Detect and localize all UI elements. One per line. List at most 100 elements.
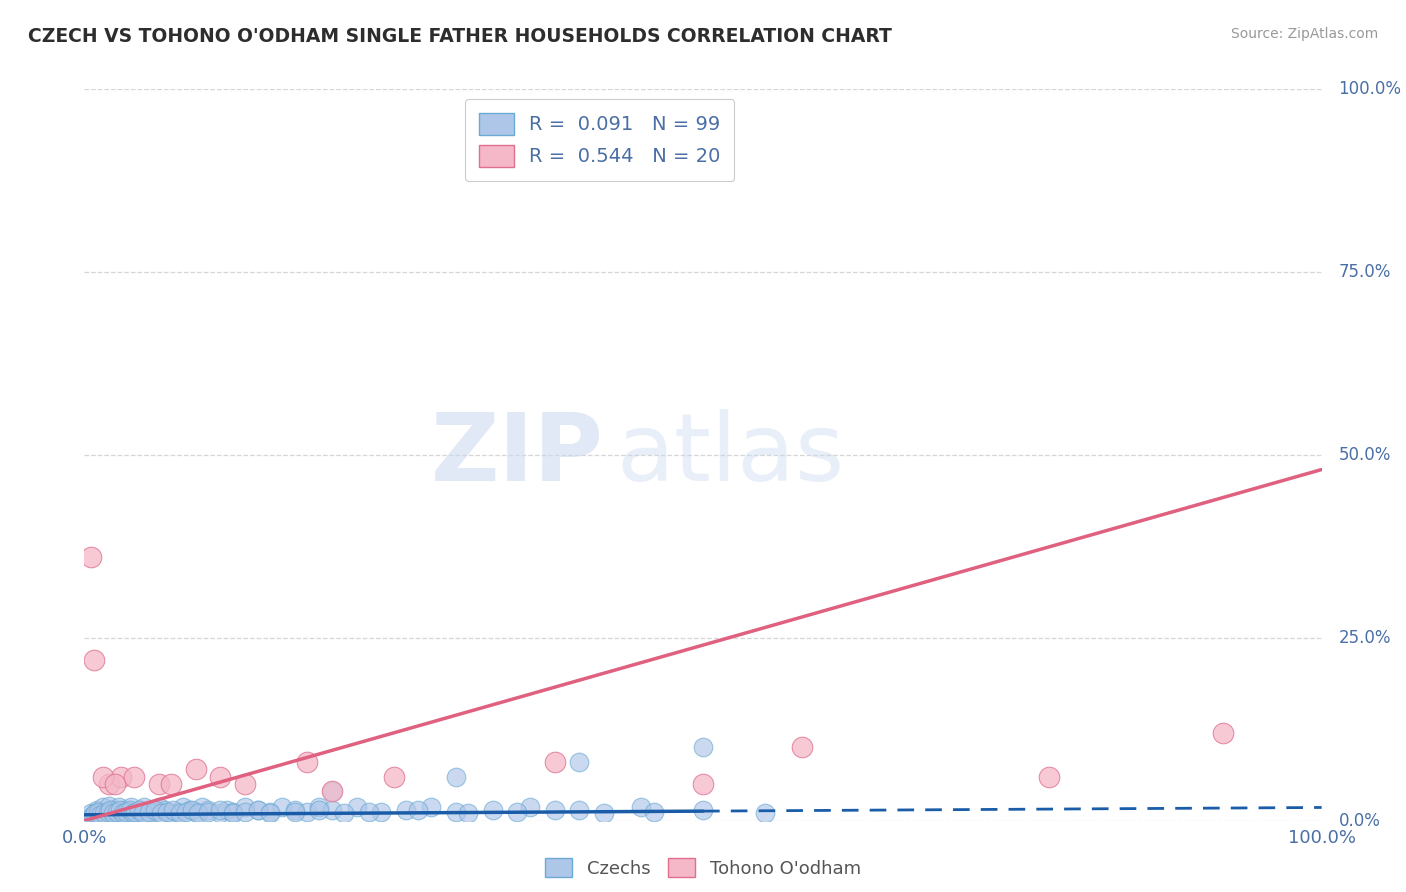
Point xyxy=(82,807,104,822)
Point xyxy=(150,806,173,821)
Point xyxy=(131,806,153,821)
Point xyxy=(184,805,207,819)
Text: CZECH VS TOHONO O'ODHAM SINGLE FATHER HOUSEHOLDS CORRELATION CHART: CZECH VS TOHONO O'ODHAM SINGLE FATHER HO… xyxy=(28,27,891,45)
Point xyxy=(222,805,245,819)
Point xyxy=(98,777,121,791)
Point xyxy=(148,800,170,814)
Point xyxy=(115,805,138,819)
Point xyxy=(1212,726,1234,740)
Text: atlas: atlas xyxy=(616,409,845,501)
Point xyxy=(181,803,204,817)
Point xyxy=(370,805,392,819)
Point xyxy=(105,805,128,819)
Point xyxy=(222,806,245,821)
Point xyxy=(84,806,107,821)
Point xyxy=(754,806,776,821)
Point xyxy=(357,805,380,819)
Point xyxy=(108,800,131,814)
Point xyxy=(568,755,591,769)
Point xyxy=(110,803,132,817)
Point xyxy=(160,806,183,821)
Point xyxy=(259,805,281,819)
Point xyxy=(543,755,565,769)
Point xyxy=(174,805,197,819)
Point xyxy=(89,805,111,819)
Text: 50.0%: 50.0% xyxy=(1339,446,1391,464)
Point xyxy=(233,800,256,814)
Point xyxy=(121,806,143,821)
Text: Source: ZipAtlas.com: Source: ZipAtlas.com xyxy=(1230,27,1378,41)
Point xyxy=(308,803,330,817)
Point xyxy=(138,805,160,819)
Point xyxy=(568,803,591,817)
Point xyxy=(630,800,652,814)
Point xyxy=(295,805,318,819)
Point xyxy=(148,777,170,791)
Point xyxy=(79,806,101,821)
Point xyxy=(444,770,467,784)
Point xyxy=(120,803,142,817)
Point xyxy=(692,803,714,817)
Point xyxy=(98,803,121,817)
Point xyxy=(246,803,269,817)
Point xyxy=(79,550,101,565)
Point xyxy=(408,803,430,817)
Point xyxy=(284,805,307,819)
Text: ZIP: ZIP xyxy=(432,409,605,501)
Point xyxy=(104,805,127,819)
Point xyxy=(233,805,256,819)
Point xyxy=(156,805,179,819)
Text: 100.0%: 100.0% xyxy=(1339,80,1402,98)
Point xyxy=(395,803,418,817)
Point xyxy=(86,803,108,817)
Point xyxy=(321,784,343,798)
Point xyxy=(308,800,330,814)
Point xyxy=(79,810,101,824)
Point xyxy=(543,803,565,817)
Point xyxy=(166,805,188,819)
Point xyxy=(83,807,105,822)
Point xyxy=(444,805,467,819)
Point xyxy=(295,755,318,769)
Point xyxy=(169,806,191,821)
Point xyxy=(129,803,152,817)
Point xyxy=(197,805,219,819)
Point xyxy=(233,777,256,791)
Point xyxy=(122,807,145,822)
Point xyxy=(97,805,120,819)
Point xyxy=(419,800,441,814)
Point xyxy=(215,803,238,817)
Point xyxy=(141,803,163,817)
Point xyxy=(593,806,616,821)
Text: 25.0%: 25.0% xyxy=(1339,629,1391,647)
Point xyxy=(184,763,207,777)
Point xyxy=(692,740,714,755)
Point xyxy=(122,770,145,784)
Point xyxy=(160,777,183,791)
Point xyxy=(172,800,194,814)
Point xyxy=(790,740,813,755)
Point xyxy=(153,803,176,817)
Point xyxy=(197,803,219,817)
Point xyxy=(91,800,114,814)
Point xyxy=(120,800,142,814)
Point xyxy=(506,805,529,819)
Point xyxy=(692,777,714,791)
Point xyxy=(87,805,110,819)
Point xyxy=(481,803,503,817)
Point xyxy=(93,806,115,821)
Point xyxy=(259,806,281,821)
Point xyxy=(145,805,167,819)
Point xyxy=(271,800,294,814)
Point xyxy=(209,803,232,817)
Point xyxy=(321,803,343,817)
Point xyxy=(117,805,139,819)
Point xyxy=(246,803,269,817)
Point xyxy=(83,653,105,667)
Point xyxy=(89,807,111,822)
Point xyxy=(321,784,343,798)
Point xyxy=(284,803,307,817)
Point xyxy=(179,803,201,817)
Point xyxy=(135,806,157,821)
Point xyxy=(91,770,114,784)
